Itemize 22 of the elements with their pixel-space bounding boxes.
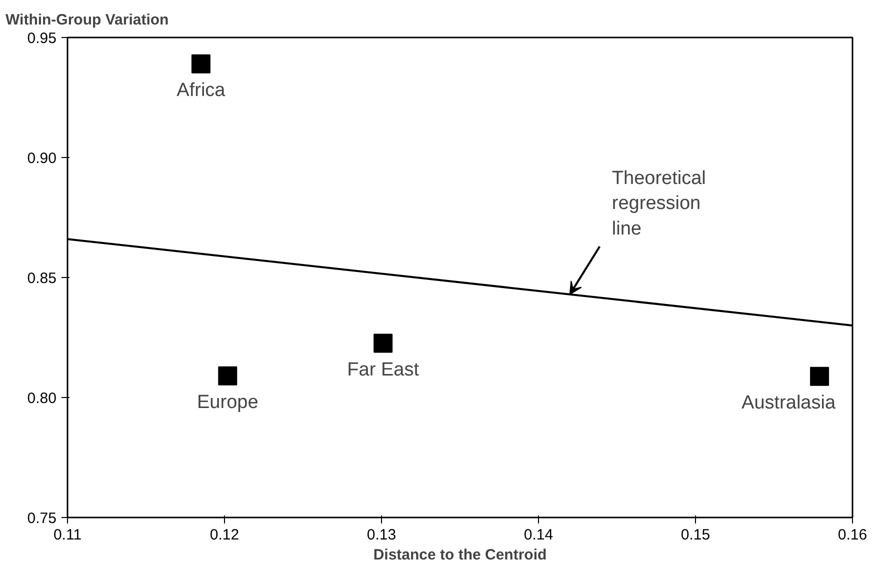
series-label: Europe [197, 392, 258, 413]
y-tick-label: 0.85 [27, 270, 57, 287]
x-tick-label: 0.11 [53, 526, 82, 544]
annotation: Theoretical regression line [612, 168, 706, 240]
x-tick-label: 0.16 [838, 526, 868, 544]
y-tick-label: 0.80 [27, 390, 57, 407]
point [810, 366, 830, 386]
x-tick-label: 0.14 [524, 526, 554, 544]
point [191, 54, 210, 74]
series-label: Africa [176, 80, 226, 101]
x-tick-label: 0.15 [680, 526, 710, 544]
series-label: Far East [347, 359, 420, 380]
x-tick-label: 0.12 [210, 526, 240, 544]
point [218, 366, 238, 386]
point [374, 334, 393, 353]
y-tick-label: 0.75 [27, 510, 57, 527]
y-tick-label: 0.90 [27, 150, 57, 167]
series-label: Australasia [742, 392, 836, 414]
y-axis-title: Within-Group Variation [6, 12, 169, 28]
x-tick-label: 0.13 [366, 526, 396, 544]
x-axis-title: Distance to the Centroid [373, 546, 547, 564]
y-tick-label: 0.95 [27, 30, 57, 47]
